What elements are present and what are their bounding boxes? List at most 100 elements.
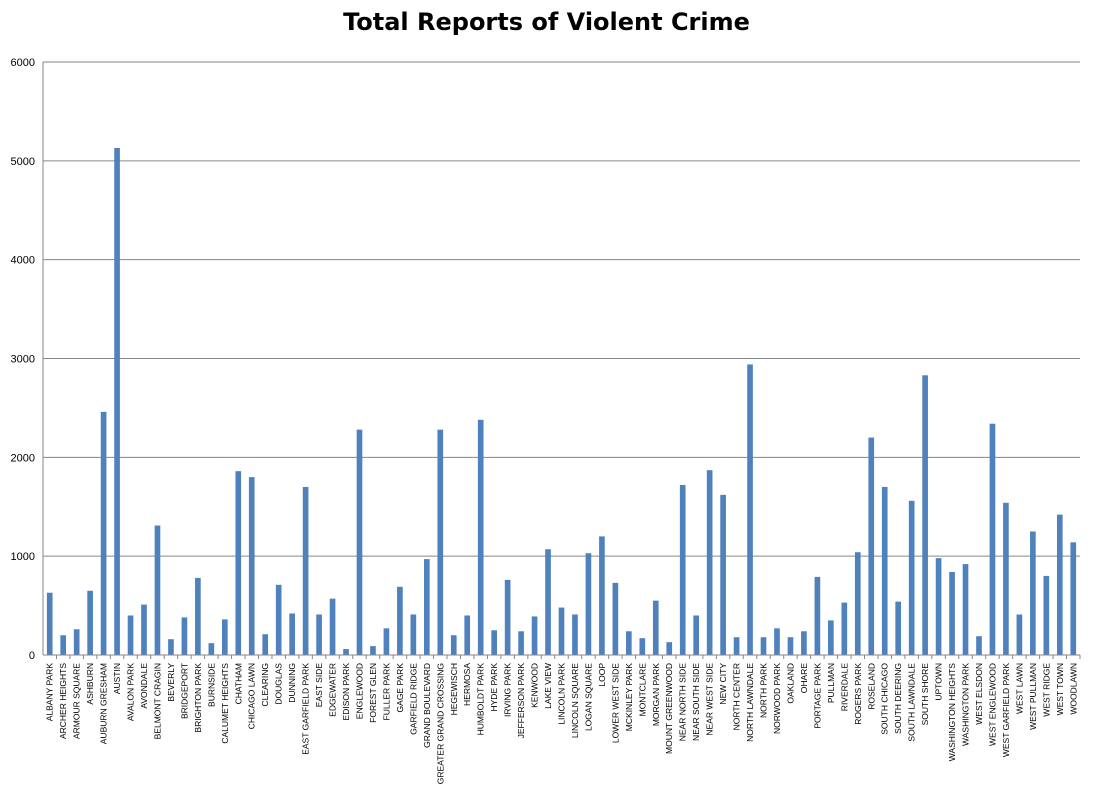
bar: [787, 637, 794, 655]
bar: [720, 494, 726, 655]
bar: [545, 549, 551, 655]
bar: [46, 592, 53, 655]
chart-title: Total Reports of Violent Crime: [343, 8, 750, 36]
x-tick-label: NORTH LAWNDALE: [745, 663, 755, 742]
bar: [989, 423, 996, 655]
y-tick-label: 4000: [11, 255, 35, 267]
x-tick-label: NEAR NORTH SIDE: [678, 663, 688, 742]
bar: [248, 477, 255, 655]
x-tick-label: SOUTH CHICAGO: [880, 663, 890, 735]
bars: [46, 147, 1077, 656]
x-tick-label: WEST ELSDON: [974, 663, 984, 725]
y-tick-label: 6000: [11, 57, 35, 69]
x-tick-label: BELMONT CRAGIN: [152, 663, 162, 739]
bar: [760, 637, 767, 655]
bar: [679, 485, 686, 655]
gridlines: [43, 61, 1080, 557]
x-tick-label: DUNNING: [287, 663, 297, 703]
bar: [585, 553, 592, 655]
bar: [652, 600, 659, 655]
bar: [397, 586, 403, 655]
bar: [275, 584, 282, 655]
bar: [1030, 531, 1036, 655]
x-tick-label: MONTCLARE: [637, 663, 647, 717]
bar: [1003, 502, 1009, 655]
y-tick-label: 2000: [11, 452, 35, 464]
bar: [518, 631, 524, 655]
x-tick-label: NORWOOD PARK: [772, 663, 782, 734]
bar: [949, 571, 955, 655]
bar: [747, 364, 753, 655]
x-tick-label: LINCOLN SQUARE: [570, 663, 580, 738]
bar: [639, 638, 646, 655]
bar: [706, 470, 713, 655]
x-tick-label: WEST ENGLEWOOD: [987, 663, 997, 746]
x-tick-label: ARCHER HEIGHTS: [58, 663, 68, 739]
x-tick-label: NORTH PARK: [759, 663, 769, 718]
x-tick-label: NEW CITY: [718, 663, 728, 705]
x-tick-label: MOUNT GREENWOOD: [664, 663, 674, 754]
bar: [1043, 575, 1050, 655]
x-tick-label: BURNSIDE: [206, 663, 216, 707]
bar: [87, 590, 93, 655]
x-tick-label: AUBURN GRESHAM: [99, 663, 109, 744]
x-tick-label: HEGEWISCH: [449, 663, 459, 715]
bar: [935, 558, 942, 655]
bar: [262, 634, 269, 655]
x-tick-label: WASHINGTON HEIGHTS: [947, 663, 957, 762]
x-tick-label: DOUGLAS: [274, 663, 284, 705]
bar: [599, 536, 605, 655]
y-tick-labels: 0 1000 2000 3000 4000 5000 6000: [11, 57, 35, 662]
x-tick-label: CHATHAM: [233, 663, 243, 704]
bar: [976, 636, 982, 655]
bar: [733, 637, 740, 655]
x-tick-label: ASHBURN: [85, 663, 95, 705]
bar: [666, 642, 673, 655]
bar: [962, 564, 969, 655]
bar: [612, 582, 619, 655]
x-tick-label: SOUTH SHORE: [920, 663, 930, 726]
x-tick-label: CALUMET HEIGHTS: [220, 663, 230, 744]
x-tick-label: NORTH CENTER: [732, 663, 742, 730]
x-tick-label: PULLMAN: [826, 663, 836, 703]
x-tick-label: PORTAGE PARK: [812, 663, 822, 729]
x-tick-label: ROSELAND: [866, 663, 876, 710]
bar: [356, 429, 363, 655]
bar: [774, 628, 780, 655]
x-tick-label: FOREST GLEN: [368, 663, 378, 723]
x-tick-label: SOUTH LAWNDALE: [907, 663, 917, 742]
bar: [828, 620, 834, 655]
x-tick-label: JEFFERSON PARK: [516, 663, 526, 739]
x-tick-label: AVALON PARK: [126, 663, 136, 721]
x-tick-label: CHICAGO LAWN: [247, 663, 257, 729]
bar: [491, 630, 497, 655]
x-tick-label: LOGAN SQUARE: [583, 663, 593, 731]
bar: [423, 559, 430, 655]
x-tick-label: ENGLEWOOD: [354, 663, 364, 719]
bar: [477, 419, 484, 655]
x-tick-label: ARMOUR SQUARE: [72, 663, 82, 739]
x-tick-label: HERMOSA: [462, 663, 472, 706]
x-tick-label: OHARE: [799, 663, 809, 694]
bar: [814, 576, 821, 655]
bar: [1016, 614, 1023, 655]
x-tick-label: GARFIELD RIDGE: [408, 663, 418, 735]
axes: [42, 62, 1081, 659]
x-tick-label: EDGEWATER: [328, 663, 338, 717]
bar: [73, 629, 80, 655]
x-tick-label: NEAR WEST SIDE: [705, 663, 715, 736]
x-tick-label: AVONDALE: [139, 663, 149, 709]
y-tick-label: 5000: [11, 156, 35, 168]
bar: [289, 613, 295, 655]
bar: [127, 615, 134, 655]
bar: [60, 635, 67, 655]
bar: [410, 614, 417, 655]
y-tick-label: 1000: [11, 551, 35, 563]
x-tick-label: FULLER PARK: [381, 663, 391, 721]
bar: [895, 601, 902, 655]
x-tick-label: WOODLAWN: [1068, 663, 1078, 715]
x-tick-label: WASHINGTON PARK: [961, 663, 971, 746]
x-tick-labels: ALBANY PARK ARCHER HEIGHTS ARMOUR SQUARE AS…: [45, 663, 1079, 785]
x-tick-label: BRIDGEPORT: [179, 663, 189, 719]
y-tick-label: 0: [29, 650, 35, 662]
